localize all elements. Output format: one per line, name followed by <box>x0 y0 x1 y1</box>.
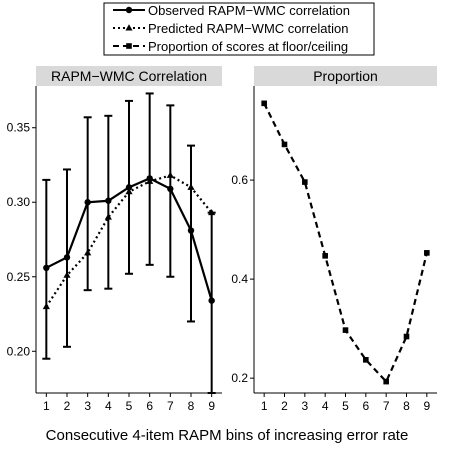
x-tick-label: 5 <box>126 399 133 413</box>
data-point-square <box>261 100 267 107</box>
data-point-square <box>302 179 308 185</box>
data-point-square <box>342 327 349 333</box>
x-tick-label: 3 <box>84 399 91 413</box>
x-tick-label: 9 <box>423 399 430 413</box>
data-point-square <box>403 333 410 340</box>
x-tick-label: 4 <box>105 399 112 413</box>
data-point-triangle <box>104 213 112 220</box>
data-point-circle <box>43 264 50 272</box>
data-point-triangle <box>125 188 133 195</box>
legend-item-predicted: Predicted RAPM−WMC correlation <box>113 21 348 36</box>
x-tick-label: 1 <box>261 399 268 413</box>
data-point-circle <box>167 185 174 193</box>
x-tick-label: 2 <box>64 399 71 413</box>
y-ticks: 0.2 0.4 0.6 <box>231 173 254 385</box>
legend-label-proportion: Proportion of scores at floor/ceiling <box>148 39 348 54</box>
data-point-triangle <box>42 302 50 310</box>
y-tick-label: 0.25 <box>7 270 31 284</box>
data-point-circle <box>105 197 112 204</box>
data-point-square <box>363 357 369 363</box>
x-tick-label: 5 <box>342 399 349 413</box>
data-point-square <box>383 378 389 385</box>
panel-title: RAPM−WMC Correlation <box>51 68 207 84</box>
data-point-triangle <box>187 183 195 190</box>
data-point-triangle <box>63 271 71 278</box>
data-point-square <box>322 253 328 259</box>
plot-marks <box>261 100 430 385</box>
y-tick-label: 0.35 <box>7 121 31 135</box>
data-point-triangle <box>166 171 174 178</box>
x-tick-label: 1 <box>43 399 50 413</box>
legend-item-proportion: Proportion of scores at floor/ceiling <box>113 39 348 54</box>
legend: Observed RAPM−WMC correlation Predicted … <box>103 2 375 56</box>
data-point-triangle <box>84 249 92 256</box>
x-tick-label: 9 <box>208 399 215 413</box>
legend-key-circle-marker <box>125 6 133 14</box>
x-tick-label: 7 <box>383 399 390 413</box>
legend-label-predicted: Predicted RAPM−WMC correlation <box>148 21 348 36</box>
legend-item-observed: Observed RAPM−WMC correlation <box>113 3 350 18</box>
data-point-square <box>281 141 288 148</box>
data-point-circle <box>208 297 215 304</box>
x-tick-label: 6 <box>146 399 153 413</box>
legend-key-triangle-marker <box>125 24 133 31</box>
x-tick-label: 8 <box>188 399 195 413</box>
legend-key-square-marker <box>126 43 132 49</box>
panel-title: Proportion <box>313 68 378 84</box>
y-tick-label: 0.4 <box>231 272 248 286</box>
x-axis-title: Consecutive 4-item RAPM bins of increasi… <box>46 427 409 444</box>
x-tick-label: 2 <box>281 399 288 413</box>
data-point-circle <box>84 199 91 206</box>
data-point-triangle <box>146 177 154 184</box>
legend-box <box>103 2 375 56</box>
data-point-circle <box>187 227 195 234</box>
data-point-circle <box>125 184 133 191</box>
x-tick-label: 6 <box>362 399 369 413</box>
x-tick-label: 8 <box>403 399 410 413</box>
plot-marks <box>42 92 216 394</box>
data-point-circle <box>63 254 71 261</box>
x-tick-label: 7 <box>167 399 174 413</box>
y-tick-label: 0.20 <box>7 344 31 358</box>
y-tick-label: 0.6 <box>231 173 248 187</box>
y-ticks: 0.20 0.25 0.30 0.35 <box>7 121 36 358</box>
series-line-dashed <box>263 102 428 384</box>
x-tick-label: 3 <box>301 399 308 413</box>
data-point-square <box>424 250 430 256</box>
x-tick-label: 4 <box>322 399 329 413</box>
y-tick-label: 0.30 <box>7 195 31 209</box>
panel-title-strip <box>36 66 222 86</box>
panel-title-strip <box>254 66 437 86</box>
legend-label-observed: Observed RAPM−WMC correlation <box>148 3 350 18</box>
data-point-triangle <box>208 208 216 216</box>
y-tick-label: 0.2 <box>231 371 248 385</box>
